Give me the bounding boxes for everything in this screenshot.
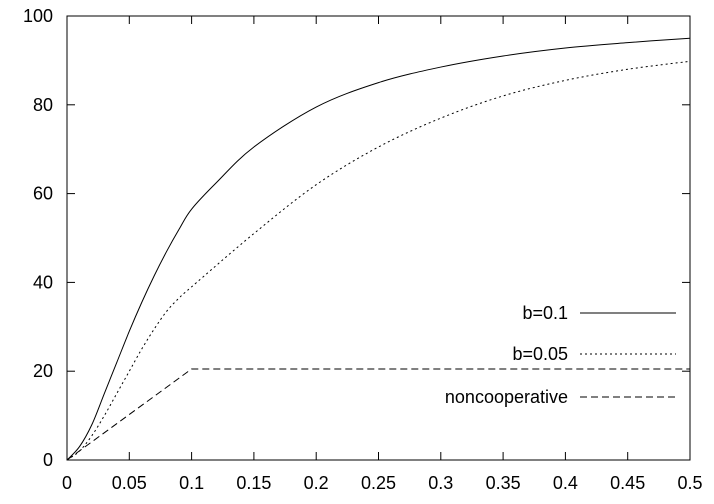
y-tick-label: 0 — [43, 450, 53, 470]
x-tick-label: 0.3 — [428, 473, 453, 493]
x-tick-label: 0 — [62, 473, 72, 493]
legend-label: b=0.1 — [522, 303, 568, 323]
y-tick-label: 60 — [33, 184, 53, 204]
legend-label: noncooperative — [445, 387, 568, 407]
legend-label: b=0.05 — [512, 344, 568, 364]
y-tick-label: 80 — [33, 95, 53, 115]
series-line-3 — [66, 368, 690, 461]
y-tick-label: 100 — [23, 6, 53, 26]
series-layer — [66, 37, 691, 461]
series-line-1 — [66, 37, 691, 461]
x-tick-label: 0.15 — [236, 473, 271, 493]
series-line-2 — [66, 60, 691, 461]
x-tick-label: 0.5 — [677, 473, 702, 493]
legend: b=0.1 b=0.05 noncooperative — [445, 303, 676, 407]
x-tick-label: 0.4 — [553, 473, 578, 493]
y-tick-label: 20 — [33, 361, 53, 381]
x-tick-label: 0.45 — [610, 473, 645, 493]
x-tick-label: 0.35 — [486, 473, 521, 493]
x-tick-label: 0.25 — [361, 473, 396, 493]
axis-ticks: 0 0.05 0.1 0.15 0.2 0.25 0.3 0.35 0.4 0.45 0.5 0 20 4… — [23, 6, 703, 493]
x-tick-label: 0.1 — [179, 473, 204, 493]
x-tick-label: 0.05 — [112, 473, 147, 493]
y-tick-label: 40 — [33, 272, 53, 292]
x-tick-label: 0.2 — [304, 473, 329, 493]
